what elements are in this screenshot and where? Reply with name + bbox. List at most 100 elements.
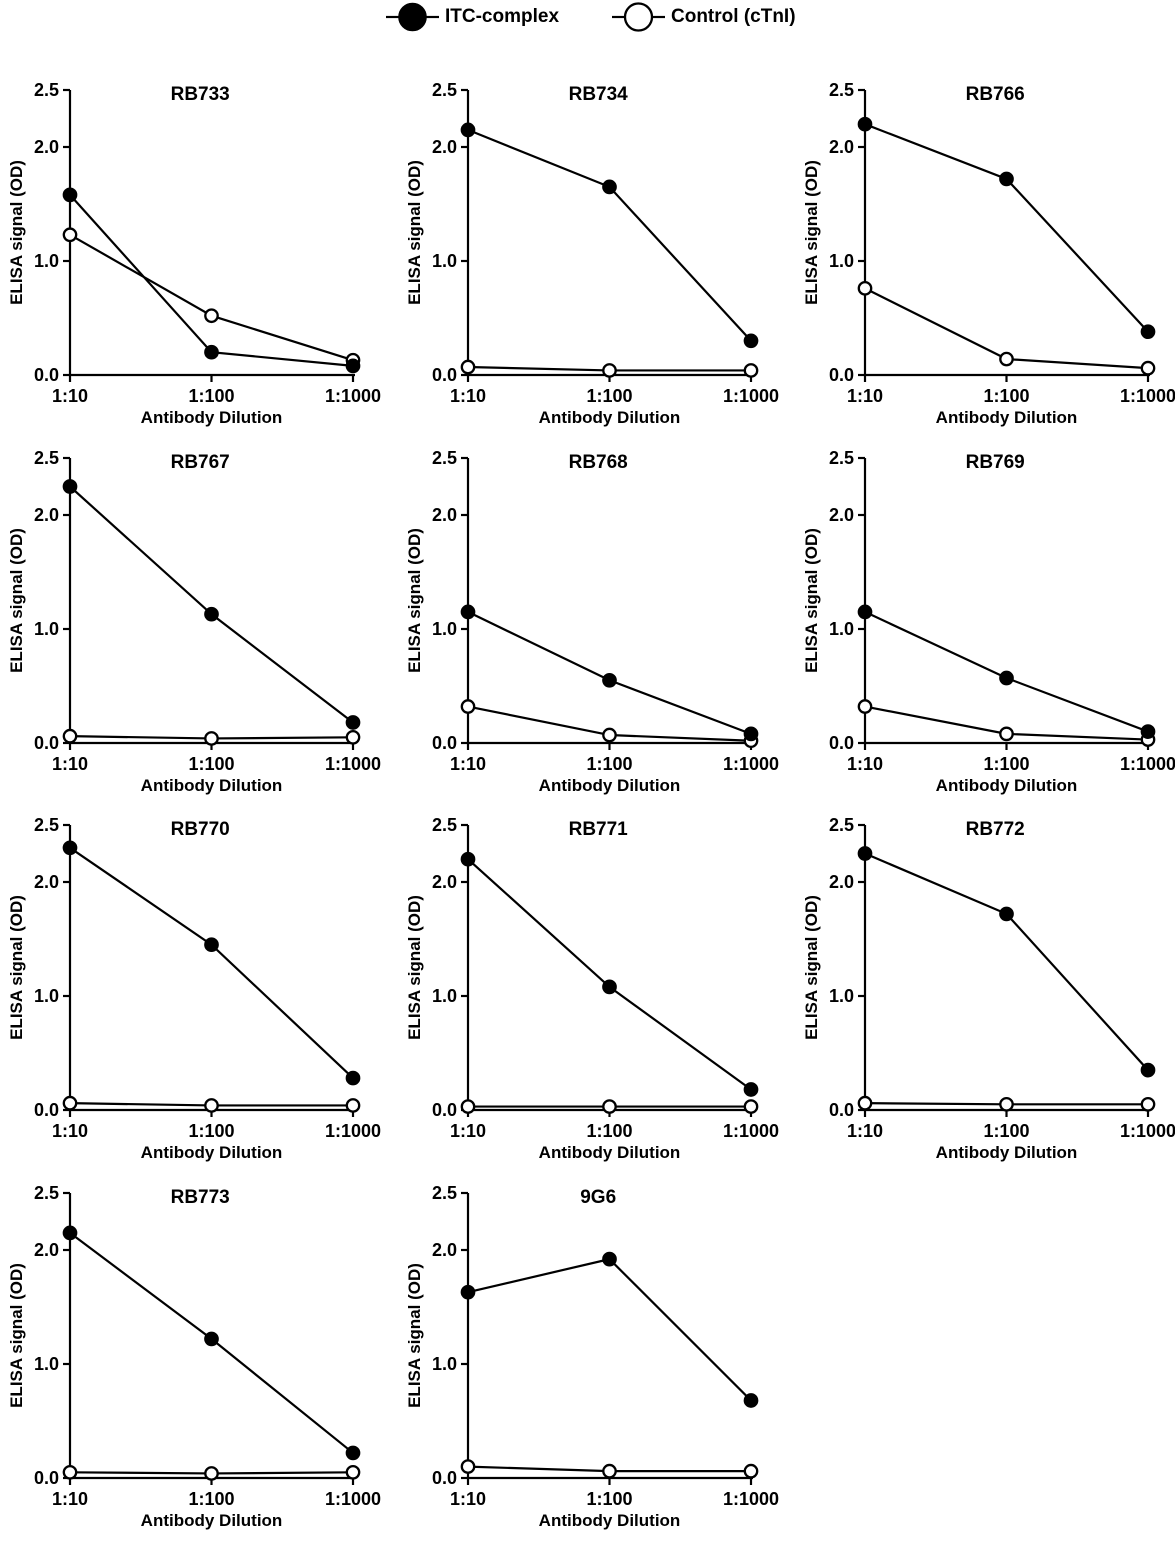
- svg-text:Antibody Dilution: Antibody Dilution: [936, 776, 1078, 795]
- svg-text:0.0: 0.0: [431, 1100, 456, 1120]
- svg-text:1:1000: 1:1000: [1120, 1121, 1175, 1141]
- svg-text:2.5: 2.5: [829, 815, 854, 835]
- svg-text:0.0: 0.0: [34, 1468, 59, 1488]
- svg-text:0.0: 0.0: [431, 1468, 456, 1488]
- svg-text:1:100: 1:100: [188, 1489, 234, 1509]
- svg-text:1:1000: 1:1000: [1120, 754, 1175, 774]
- svg-text:2.0: 2.0: [431, 1240, 456, 1260]
- svg-text:2.5: 2.5: [431, 815, 456, 835]
- svg-text:ELISA signal (OD): ELISA signal (OD): [802, 160, 821, 305]
- svg-text:RB769: RB769: [966, 452, 1025, 473]
- svg-text:1:1000: 1:1000: [722, 386, 778, 406]
- svg-text:Antibody Dilution: Antibody Dilution: [538, 1143, 680, 1162]
- svg-text:1:1000: 1:1000: [722, 1121, 778, 1141]
- svg-text:2.0: 2.0: [34, 872, 59, 892]
- svg-text:ELISA signal (OD): ELISA signal (OD): [7, 528, 26, 673]
- svg-text:2.0: 2.0: [34, 137, 59, 157]
- svg-text:1.0: 1.0: [829, 619, 854, 639]
- svg-text:2.0: 2.0: [829, 137, 854, 157]
- svg-text:1:100: 1:100: [188, 386, 234, 406]
- svg-text:2.5: 2.5: [34, 448, 59, 468]
- svg-text:1.0: 1.0: [431, 1354, 456, 1374]
- svg-text:1:10: 1:10: [449, 1489, 485, 1509]
- svg-text:0.0: 0.0: [34, 733, 59, 753]
- svg-text:1.0: 1.0: [431, 619, 456, 639]
- svg-text:0.0: 0.0: [431, 733, 456, 753]
- svg-text:ELISA signal (OD): ELISA signal (OD): [405, 160, 424, 305]
- svg-text:1:100: 1:100: [188, 1121, 234, 1141]
- svg-text:1:10: 1:10: [52, 1121, 88, 1141]
- svg-text:2.0: 2.0: [829, 505, 854, 525]
- svg-text:2.5: 2.5: [431, 80, 456, 100]
- svg-text:2.5: 2.5: [431, 1183, 456, 1203]
- svg-text:1:100: 1:100: [983, 754, 1029, 774]
- svg-text:1.0: 1.0: [34, 1354, 59, 1374]
- svg-text:1.0: 1.0: [34, 986, 59, 1006]
- svg-text:Antibody Dilution: Antibody Dilution: [936, 1143, 1078, 1162]
- svg-text:RB767: RB767: [171, 452, 230, 473]
- svg-text:2.0: 2.0: [431, 505, 456, 525]
- svg-text:1:1000: 1:1000: [325, 1121, 381, 1141]
- svg-text:1:10: 1:10: [52, 1489, 88, 1509]
- svg-text:Antibody Dilution: Antibody Dilution: [936, 408, 1078, 427]
- svg-text:2.0: 2.0: [34, 505, 59, 525]
- svg-text:2.5: 2.5: [431, 448, 456, 468]
- svg-text:1.0: 1.0: [829, 251, 854, 271]
- svg-text:0.0: 0.0: [34, 1100, 59, 1120]
- svg-text:1:1000: 1:1000: [722, 754, 778, 774]
- svg-text:0.0: 0.0: [829, 1100, 854, 1120]
- svg-text:1:10: 1:10: [52, 386, 88, 406]
- svg-text:2.0: 2.0: [829, 872, 854, 892]
- svg-text:2.0: 2.0: [431, 872, 456, 892]
- svg-text:1:100: 1:100: [983, 1121, 1029, 1141]
- svg-text:RB770: RB770: [171, 819, 230, 840]
- svg-text:RB734: RB734: [568, 84, 628, 105]
- svg-text:Antibody Dilution: Antibody Dilution: [538, 776, 680, 795]
- svg-text:1:1000: 1:1000: [1120, 386, 1175, 406]
- svg-text:RB766: RB766: [966, 84, 1025, 105]
- svg-text:1:10: 1:10: [847, 754, 883, 774]
- svg-text:1:10: 1:10: [449, 754, 485, 774]
- svg-text:1.0: 1.0: [431, 251, 456, 271]
- svg-text:ELISA signal (OD): ELISA signal (OD): [405, 1263, 424, 1408]
- svg-text:1:100: 1:100: [586, 754, 632, 774]
- svg-text:ELISA signal (OD): ELISA signal (OD): [7, 895, 26, 1040]
- svg-text:0.0: 0.0: [829, 733, 854, 753]
- svg-text:1:100: 1:100: [586, 1489, 632, 1509]
- svg-text:Antibody Dilution: Antibody Dilution: [141, 408, 283, 427]
- svg-text:RB771: RB771: [568, 819, 628, 840]
- svg-text:ELISA signal (OD): ELISA signal (OD): [802, 528, 821, 673]
- svg-text:RB773: RB773: [171, 1187, 230, 1208]
- svg-text:2.0: 2.0: [34, 1240, 59, 1260]
- svg-text:1:1000: 1:1000: [722, 1489, 778, 1509]
- svg-text:1.0: 1.0: [431, 986, 456, 1006]
- svg-text:1:1000: 1:1000: [325, 386, 381, 406]
- svg-text:0.0: 0.0: [34, 365, 59, 385]
- svg-text:ELISA signal (OD): ELISA signal (OD): [405, 895, 424, 1040]
- svg-text:1:10: 1:10: [847, 386, 883, 406]
- svg-text:1.0: 1.0: [34, 251, 59, 271]
- svg-text:RB772: RB772: [966, 819, 1025, 840]
- svg-text:1.0: 1.0: [34, 619, 59, 639]
- svg-text:2.0: 2.0: [431, 137, 456, 157]
- svg-text:1:10: 1:10: [449, 1121, 485, 1141]
- svg-text:RB768: RB768: [568, 452, 627, 473]
- svg-text:RB733: RB733: [171, 84, 230, 105]
- svg-text:Antibody Dilution: Antibody Dilution: [538, 408, 680, 427]
- svg-text:1:100: 1:100: [188, 754, 234, 774]
- svg-text:1.0: 1.0: [829, 986, 854, 1006]
- svg-text:Antibody Dilution: Antibody Dilution: [141, 776, 283, 795]
- svg-text:1:1000: 1:1000: [325, 754, 381, 774]
- svg-text:1:1000: 1:1000: [325, 1489, 381, 1509]
- svg-text:2.5: 2.5: [34, 815, 59, 835]
- svg-text:0.0: 0.0: [431, 365, 456, 385]
- svg-text:2.5: 2.5: [34, 1183, 59, 1203]
- svg-text:1:10: 1:10: [52, 754, 88, 774]
- svg-text:9G6: 9G6: [580, 1187, 616, 1208]
- svg-text:Antibody Dilution: Antibody Dilution: [141, 1143, 283, 1162]
- svg-text:ELISA signal (OD): ELISA signal (OD): [7, 160, 26, 305]
- svg-text:2.5: 2.5: [34, 80, 59, 100]
- svg-text:0.0: 0.0: [829, 365, 854, 385]
- svg-text:ELISA signal (OD): ELISA signal (OD): [7, 1263, 26, 1408]
- svg-text:2.5: 2.5: [829, 80, 854, 100]
